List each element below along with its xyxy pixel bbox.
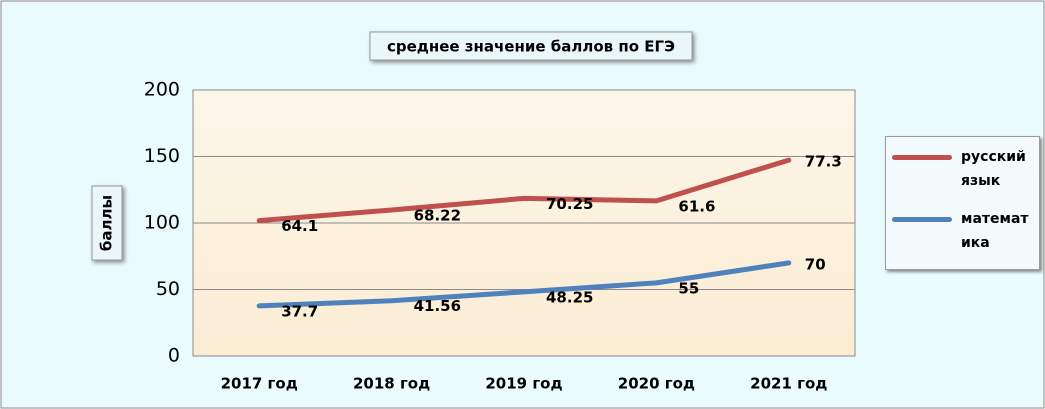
y-label-box [91,185,123,261]
data-label: 77.3 [805,153,842,171]
y-tick-label: 0 [168,345,180,367]
y-axis-label: баллы [98,195,116,251]
line [256,157,792,224]
y-tick-label: 200 [144,79,180,101]
data-label: 64.1 [281,217,318,235]
legend-swatch [892,155,952,160]
data-label: 41.56 [414,297,461,315]
legend: русский язык математика [885,136,1040,270]
x-tick-label: 2019 год [485,375,562,393]
data-label: 61.6 [678,197,715,215]
x-tick-label: 2017 год [221,375,298,393]
x-tick-label: 2018 год [353,375,430,393]
data-label: 37.7 [281,302,318,320]
line [256,260,792,309]
data-label: 70.25 [546,195,593,213]
x-tick-label: 2020 год [618,375,695,393]
title-box [369,31,693,61]
y-tick-label: 100 [144,212,180,234]
data-label: 48.25 [546,288,593,306]
legend-label: русский язык [961,149,1026,189]
data-label: 68.22 [414,206,461,224]
legend-swatch [892,217,952,222]
y-tick-label: 150 [144,145,180,167]
data-label: 55 [678,279,699,297]
legend-label: математика [961,211,1029,251]
x-tick-label: 2021 год [750,375,827,393]
y-tick-label: 50 [156,278,180,300]
chart-title: среднее значение баллов по ЕГЭ [387,38,675,56]
data-label: 70 [805,255,826,273]
